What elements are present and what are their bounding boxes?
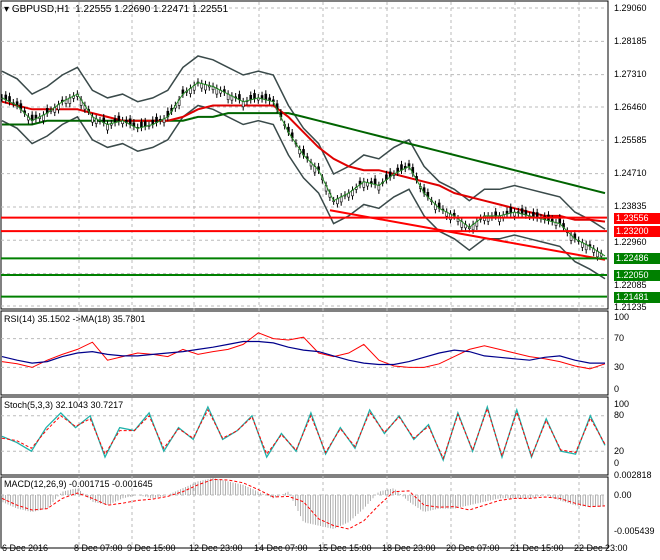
rsi-line	[1, 332, 606, 370]
time-tick-label: 8 Dec 07:00	[74, 543, 123, 553]
candle-body	[140, 121, 143, 128]
price-tick-label: 1.21235	[614, 302, 647, 313]
panel-1	[0, 310, 609, 396]
bollinger-lower	[1, 104, 606, 280]
price-tick-label: 1.25585	[614, 134, 647, 145]
time-tick-label: 15 Dec 15:00	[318, 543, 372, 553]
stoch-title: Stoch(5,3,3) 32.1043 30.7217	[4, 400, 124, 410]
panel-3	[0, 476, 609, 549]
rsi-tick-label: 30	[614, 361, 625, 372]
candle-body	[558, 217, 562, 224]
price-tick-label: 1.22960	[614, 236, 647, 247]
time-tick-label: 14 Dec 07:00	[254, 543, 308, 553]
candle-body	[106, 124, 109, 131]
panel-2	[0, 396, 609, 476]
rsi-tick-label: 0	[614, 383, 620, 394]
rsi-tick-label: 100	[614, 311, 630, 322]
ma-red-line	[1, 100, 606, 223]
level-tag: 1.23556	[614, 212, 660, 224]
candle-body	[249, 94, 253, 101]
time-tick-label: 12 Dec 23:00	[189, 543, 243, 553]
price-tick-label: 1.23835	[614, 201, 647, 212]
time-tick-label: 21 Dec 15:00	[510, 543, 564, 553]
level-tag: 1.23200	[614, 226, 660, 238]
price-tick-label: 1.22085	[614, 280, 647, 291]
stoch-tick-label: 100	[614, 398, 630, 409]
level-tag: 1.22486	[614, 253, 660, 265]
rsi-title: RSI(14) 35.1502 ->MA(18) 35.7801	[4, 314, 146, 324]
macd-tick-label: 0.00	[614, 489, 632, 500]
macd-tick-label: 0.002818	[614, 470, 652, 481]
high-price: 1.22690	[114, 4, 151, 15]
price-tick-label: 1.26460	[614, 101, 647, 112]
price-tick-label: 1.28185	[614, 35, 647, 46]
stoch-tick-label: 80	[614, 410, 625, 421]
candle-body	[253, 93, 256, 100]
time-tick-label: 20 Dec 07:00	[446, 543, 500, 553]
candle-body	[377, 185, 381, 191]
candle-body	[204, 84, 207, 91]
rsi-tick-label: 70	[614, 333, 625, 344]
level-tag: 1.22050	[614, 269, 660, 281]
macd-title: MACD(12,26,9) -0.001715 -0.001645	[4, 479, 153, 489]
open-price: 1.22555	[75, 4, 112, 15]
chart-title: ▾ GBPUSD,H1 1.22555 1.22690 1.22471 1.22…	[4, 4, 229, 15]
price-ma-fast	[1, 82, 606, 257]
bollinger-upper	[1, 55, 606, 230]
symbol: GBPUSD,H1	[11, 4, 70, 15]
candle-body	[241, 101, 245, 108]
stoch-tick-label: 0	[614, 457, 620, 468]
time-tick-label: 18 Dec 23:00	[382, 543, 436, 553]
stoch-d-line	[1, 407, 606, 460]
candle-body	[264, 93, 268, 101]
price-tick-label: 1.29060	[614, 2, 647, 13]
time-tick-label: 9 Dec 15:00	[127, 543, 176, 553]
price-tick-label: 1.27310	[614, 69, 647, 80]
rsi-ma-line	[1, 340, 605, 366]
candle-body	[373, 178, 377, 185]
candle-body	[509, 207, 513, 214]
low-price: 1.22471	[153, 4, 190, 15]
level-tag: 1.21481	[614, 291, 660, 303]
candle-body	[520, 208, 524, 215]
macd-tick-label: -0.005439	[614, 526, 655, 537]
price-tick-label: 1.24710	[614, 168, 647, 179]
time-tick-label: 22 Dec 23:00	[574, 543, 628, 553]
candle-body	[494, 211, 498, 217]
candle-body	[117, 115, 121, 122]
macd-signal-line	[1, 478, 606, 530]
time-tick-label: 6 Dec 2016	[2, 543, 49, 553]
stoch-tick-label: 20	[614, 445, 625, 456]
close-price: 1.22551	[191, 4, 229, 15]
panel-0	[0, 0, 609, 310]
